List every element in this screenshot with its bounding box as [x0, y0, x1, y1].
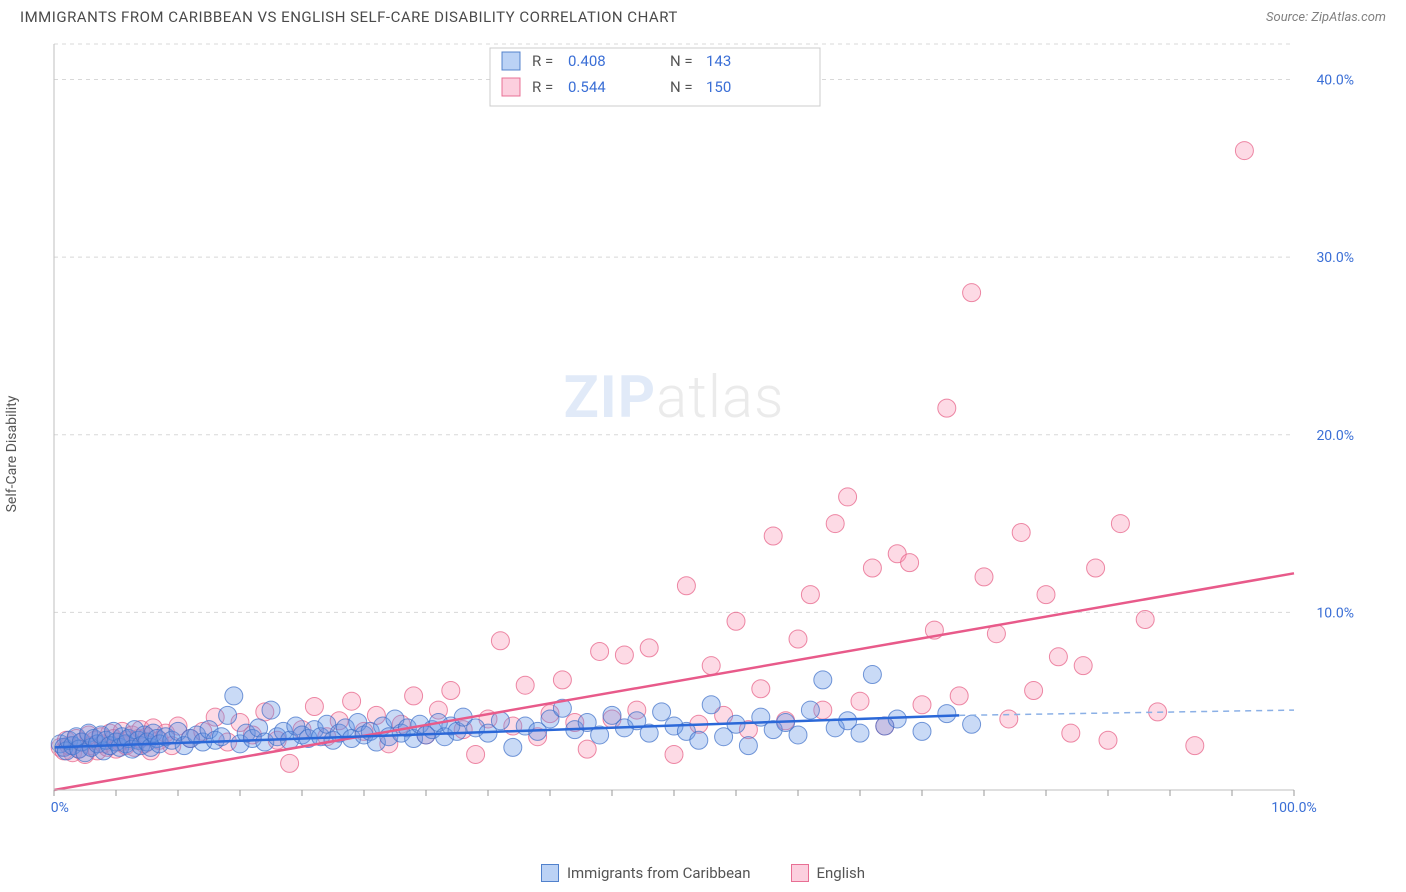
data-point — [262, 701, 280, 719]
legend-n-label: N = — [670, 52, 693, 70]
watermark: ZIPatlas — [564, 364, 785, 432]
data-point — [913, 696, 931, 714]
data-point — [826, 515, 844, 533]
data-point — [1186, 737, 1204, 755]
data-point — [690, 731, 708, 749]
y-tick-label: 10.0% — [1316, 605, 1354, 621]
data-point — [702, 696, 720, 714]
legend-square-icon — [502, 52, 520, 70]
data-point — [591, 642, 609, 660]
legend-n-value: 143 — [706, 52, 731, 70]
data-point — [212, 728, 230, 746]
data-point — [1136, 610, 1154, 628]
data-point — [851, 724, 869, 742]
data-point — [963, 715, 981, 733]
data-point — [1235, 142, 1253, 160]
legend-square-pink — [791, 864, 809, 882]
data-point — [963, 284, 981, 302]
data-point — [578, 740, 596, 758]
legend-square-icon — [502, 78, 520, 96]
data-point — [1074, 657, 1092, 675]
data-point — [950, 687, 968, 705]
data-point — [739, 737, 757, 755]
data-point — [442, 682, 460, 700]
legend-r-value: 0.408 — [568, 52, 606, 70]
bottom-legend: Immigrants from Caribbean English — [0, 864, 1406, 882]
data-point — [1037, 586, 1055, 604]
legend-n-label: N = — [670, 78, 693, 96]
data-point — [1099, 731, 1117, 749]
legend-r-value: 0.544 — [568, 78, 606, 96]
data-point — [789, 726, 807, 744]
data-point — [752, 680, 770, 698]
data-point — [839, 488, 857, 506]
data-point — [938, 399, 956, 417]
data-point — [225, 687, 243, 705]
data-point — [640, 639, 658, 657]
legend-r-label: R = — [532, 78, 553, 96]
data-point — [281, 754, 299, 772]
data-point — [863, 666, 881, 684]
legend-label: Immigrants from Caribbean — [567, 864, 751, 882]
y-axis-label: Self-Care Disability — [4, 396, 20, 513]
chart-title: IMMIGRANTS FROM CARIBBEAN VS ENGLISH SEL… — [20, 8, 678, 26]
data-point — [1111, 515, 1129, 533]
data-point — [1000, 710, 1018, 728]
data-point — [1012, 523, 1030, 541]
data-point — [305, 698, 323, 716]
legend-label: English — [817, 864, 866, 882]
data-point — [665, 745, 683, 763]
y-tick-label: 30.0% — [1316, 250, 1354, 266]
data-point — [516, 676, 534, 694]
data-point — [913, 722, 931, 740]
data-point — [801, 701, 819, 719]
data-point — [1049, 648, 1067, 666]
chart-source: Source: ZipAtlas.com — [1266, 10, 1386, 25]
data-point — [938, 705, 956, 723]
chart-area: ZIPatlas 0.0% 100.0% 10.0% 20.0% 30.0% 40.0% R … — [50, 40, 1386, 832]
data-point — [727, 612, 745, 630]
legend-n-value: 150 — [706, 78, 731, 96]
data-point — [1025, 682, 1043, 700]
data-point — [405, 687, 423, 705]
data-point — [653, 703, 671, 721]
data-point — [789, 630, 807, 648]
y-tick-label: 20.0% — [1316, 428, 1354, 444]
data-point — [975, 568, 993, 586]
data-point — [863, 559, 881, 577]
scatter-chart: ZIPatlas 0.0% 100.0% 10.0% 20.0% 30.0% 40.0% R … — [50, 40, 1360, 820]
data-point — [343, 692, 361, 710]
data-point — [764, 527, 782, 545]
data-point — [615, 646, 633, 664]
data-point — [677, 577, 695, 595]
y-tick-label: 40.0% — [1316, 73, 1354, 89]
data-point — [851, 692, 869, 710]
data-point — [901, 554, 919, 572]
legend-item-caribbean: Immigrants from Caribbean — [541, 864, 751, 882]
x-tick-label: 0.0% — [50, 800, 69, 816]
legend-item-english: English — [791, 864, 866, 882]
chart-header: IMMIGRANTS FROM CARIBBEAN VS ENGLISH SEL… — [0, 0, 1406, 30]
legend-square-blue — [541, 864, 559, 882]
data-point — [1062, 724, 1080, 742]
data-point — [219, 706, 237, 724]
data-point — [801, 586, 819, 604]
legend-r-label: R = — [532, 52, 553, 70]
data-point — [491, 712, 509, 730]
data-point — [504, 738, 522, 756]
x-tick-label: 100.0% — [1271, 800, 1316, 816]
data-point — [467, 745, 485, 763]
data-point — [553, 671, 571, 689]
data-point — [814, 671, 832, 689]
data-point — [702, 657, 720, 675]
data-point — [1087, 559, 1105, 577]
data-point — [491, 632, 509, 650]
